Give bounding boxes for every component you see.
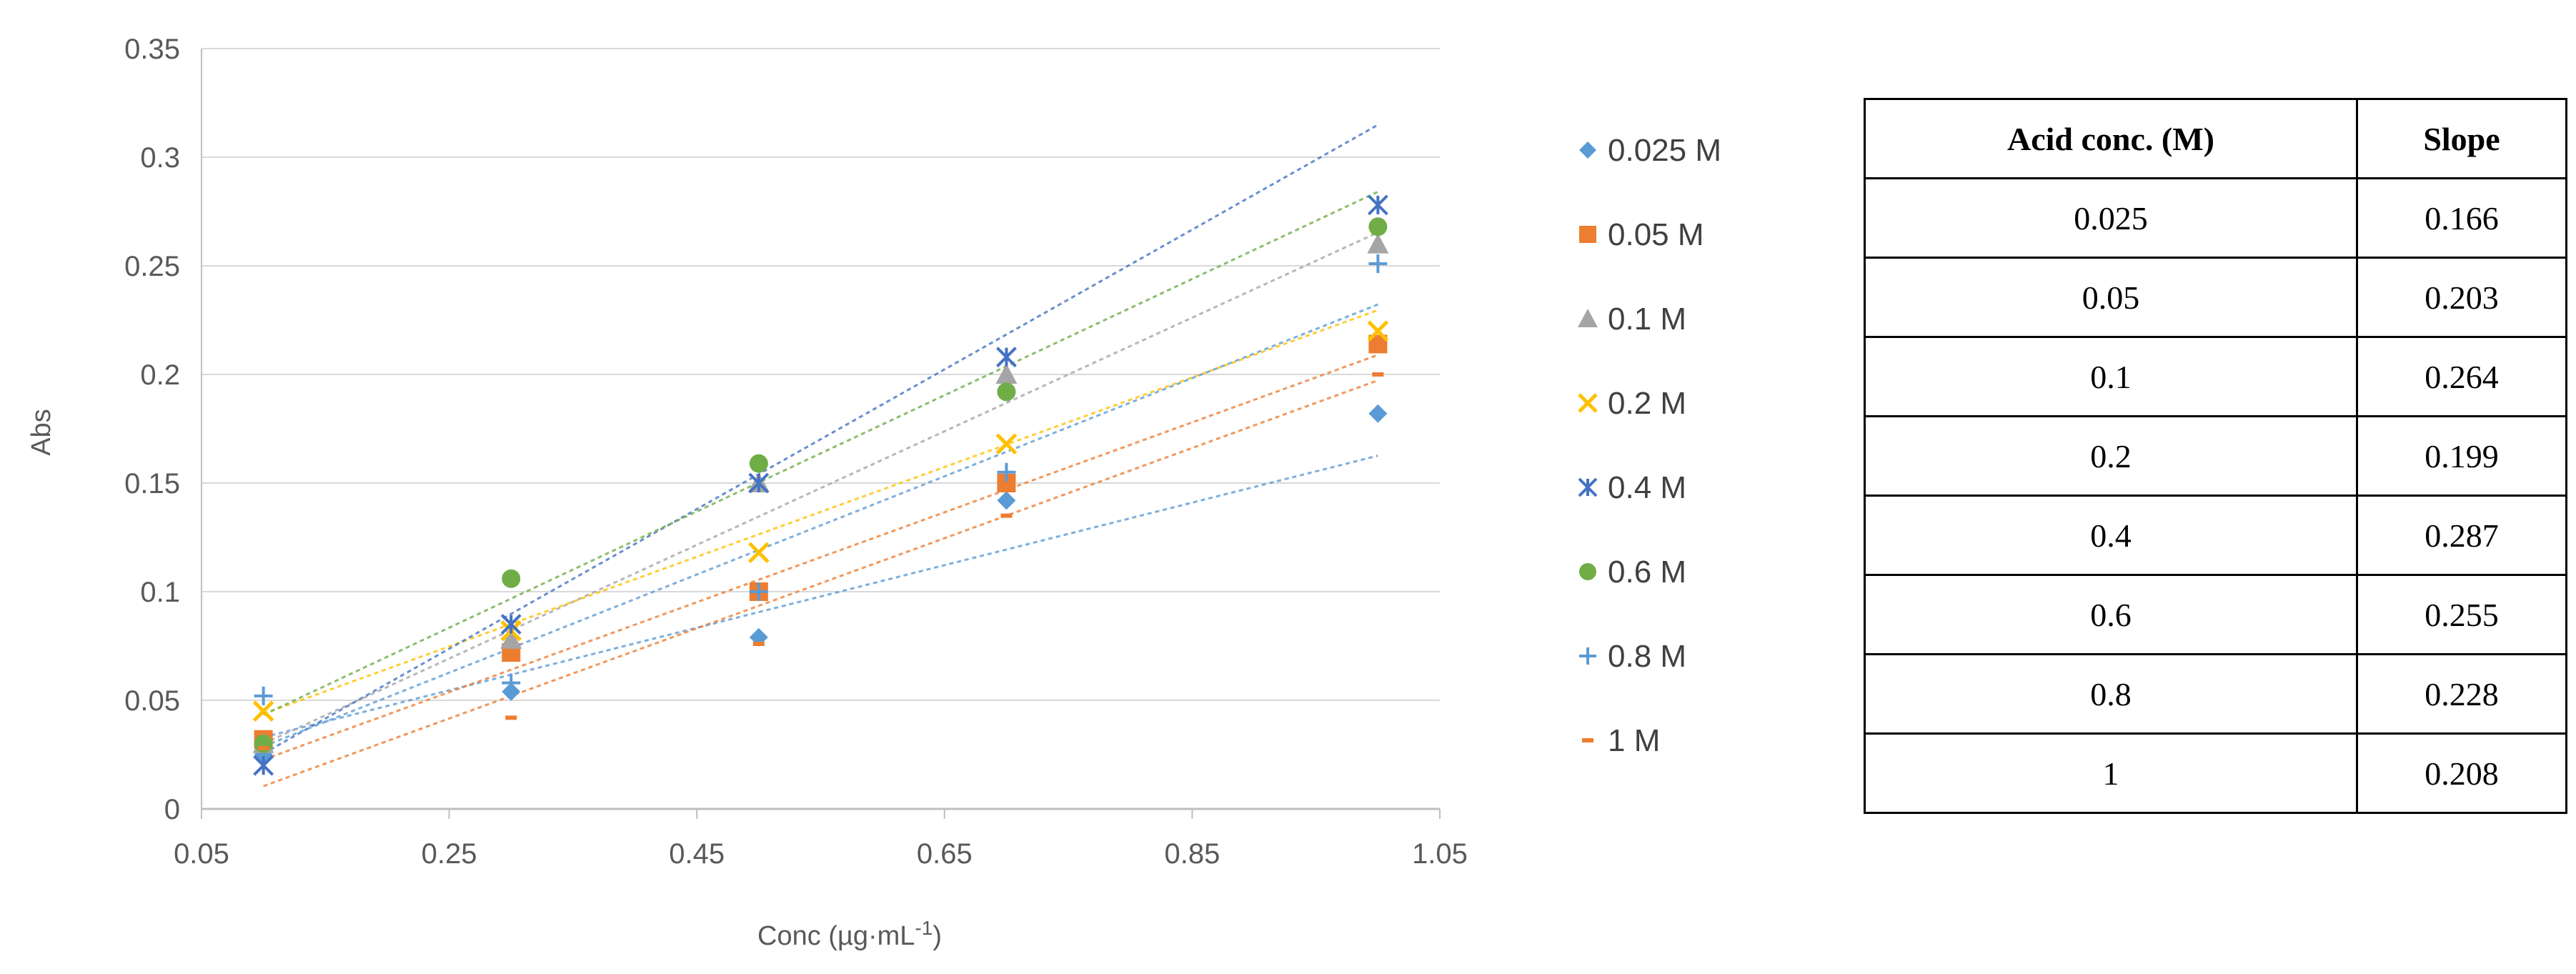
legend-marker-0_025-m [1579, 141, 1596, 159]
data-point-0_6-m [254, 734, 273, 753]
data-point-0_8-m [997, 462, 1016, 482]
slope-table: Acid conc. (M) Slope 0.025 0.166 0.05 0.20… [1864, 98, 2567, 814]
tick-label-layer: 0 0.05 0.1 0.15 0.2 0.25 0.3 0.35 0.05 0.25 0.45 0.… [124, 34, 1468, 870]
table-row: 0.025 0.166 [1864, 177, 2567, 259]
table-row: 0.8 0.228 [1864, 653, 2567, 735]
table-row: 0.4 0.287 [1864, 495, 2567, 576]
table-cell-acid-conc: 0.6 [1864, 574, 2358, 655]
table-header-row: Acid conc. (M) Slope [1864, 98, 2567, 179]
legend-label-0_05-m: 0.05 M [1608, 217, 1704, 252]
table-header-slope: Slope [2356, 98, 2567, 179]
grid-layer [202, 48, 1440, 701]
legend-marker-0_05-m [1579, 226, 1596, 243]
data-point-0_4-m [253, 755, 274, 776]
legend-label-0_2-m: 0.2 M [1608, 386, 1686, 421]
data-point-0_4-m [500, 614, 522, 635]
x-tick-label: 0.65 [917, 838, 973, 870]
table-cell-acid-conc: 0.05 [1864, 257, 2358, 338]
trendline-0_025-m [263, 454, 1378, 739]
table-cell-acid-conc: 1 [1864, 732, 2358, 814]
data-point-0_6-m [997, 382, 1016, 402]
data-point-0_8-m [254, 686, 273, 705]
table-cell-slope: 0.228 [2356, 653, 2567, 735]
table-cell-acid-conc: 0.1 [1864, 336, 2358, 417]
x-tick-label: 1.05 [1412, 838, 1468, 870]
trendline-1-m [263, 379, 1378, 787]
data-point-0_025-m [997, 491, 1016, 510]
data-point-0_2-m [748, 542, 770, 564]
legend-label-0_4-m: 0.4 M [1608, 470, 1686, 505]
data-point-0_6-m [749, 454, 768, 473]
x-tick-label: 0.85 [1164, 838, 1220, 870]
data-point-0_8-m [502, 673, 521, 692]
table-cell-slope: 0.199 [2356, 415, 2567, 497]
legend-marker-0_2-m [1578, 393, 1598, 413]
data-point-0_1-m [1367, 233, 1389, 254]
y-tick-label: 0.2 [140, 359, 180, 391]
y-tick-label: 0.15 [124, 468, 180, 500]
legend-label-0_8-m: 0.8 M [1608, 639, 1686, 674]
trendline-0_2-m [263, 309, 1378, 715]
data-point-0_8-m [749, 582, 768, 601]
legend-label-1-m: 1 M [1608, 723, 1660, 758]
table-cell-acid-conc: 0.025 [1864, 177, 2358, 259]
marker-layer [252, 194, 1389, 776]
trendline-layer [262, 124, 1379, 787]
table-cell-slope: 0.255 [2356, 574, 2567, 655]
legend-label-0_6-m: 0.6 M [1608, 555, 1686, 590]
trendline-0_1-m [263, 231, 1378, 745]
table-row: 0.6 0.255 [1864, 574, 2567, 655]
data-point-0_4-m [996, 347, 1017, 368]
axes-layer [201, 49, 1441, 819]
data-point-0_8-m [1368, 254, 1388, 273]
y-tick-label: 0.1 [140, 577, 180, 608]
data-point-0_2-m [995, 433, 1018, 455]
data-point-0_4-m [748, 472, 770, 494]
table-row: 0.1 0.264 [1864, 336, 2567, 417]
data-point-0_1-m [500, 628, 522, 649]
data-point-0_6-m [502, 569, 521, 588]
x-axis-title: Conc (µg·mL-1) [757, 917, 942, 951]
table-cell-acid-conc: 0.8 [1864, 653, 2358, 735]
legend-label-0_1-m: 0.1 M [1608, 302, 1686, 337]
y-tick-label: 0.25 [124, 251, 180, 282]
table-cell-acid-conc: 0.4 [1864, 495, 2358, 576]
y-tick-label: 0.35 [124, 34, 180, 65]
data-point-0_025-m [1368, 404, 1388, 423]
x-tick-label: 0.25 [422, 838, 477, 870]
legend-label-0_025-m: 0.025 M [1608, 133, 1721, 168]
data-point-0_2-m [1367, 320, 1389, 342]
table-header-acid-conc: Acid conc. (M) [1864, 98, 2358, 179]
x-tick-label: 0.45 [669, 838, 725, 870]
data-point-0_6-m [1368, 217, 1388, 237]
table-cell-slope: 0.166 [2356, 177, 2567, 259]
x-tick-label: 0.05 [174, 838, 229, 870]
table-cell-slope: 0.264 [2356, 336, 2567, 417]
y-tick-label: 0.3 [140, 142, 180, 174]
table-cell-slope: 0.287 [2356, 495, 2567, 576]
data-point-0_4-m [1367, 194, 1388, 216]
calibration-chart: 0 0.05 0.1 0.15 0.2 0.25 0.3 0.35 0.05 0.25 0.45 0.… [26, 34, 1721, 951]
table-row: 0.05 0.203 [1864, 257, 2567, 338]
y-tick-label: 0.05 [124, 685, 180, 717]
legend-marker-0_4-m [1578, 477, 1598, 497]
trendline-0_05-m [263, 354, 1378, 761]
legend: 0.025 M 0.05 M 0.1 M 0.2 M 0.4 M 0.6 M 0.8 M 1 … [1578, 133, 1721, 758]
table-row: 1 0.208 [1864, 732, 2567, 814]
data-point-0_1-m [995, 364, 1018, 384]
trendline-0_4-m [262, 124, 1379, 755]
legend-marker-0_1-m [1578, 309, 1598, 327]
legend-marker-0_6-m [1579, 563, 1596, 580]
trendline-0_6-m [263, 190, 1378, 716]
table-row: 0.2 0.199 [1864, 415, 2567, 497]
y-tick-label: 0 [164, 794, 180, 825]
table-cell-slope: 0.208 [2356, 732, 2567, 814]
legend-marker-0_8-m [1579, 647, 1596, 665]
y-axis-title: Abs [26, 409, 56, 455]
data-point-0_2-m [252, 700, 274, 722]
table-cell-slope: 0.203 [2356, 257, 2567, 338]
table-cell-acid-conc: 0.2 [1864, 415, 2358, 497]
